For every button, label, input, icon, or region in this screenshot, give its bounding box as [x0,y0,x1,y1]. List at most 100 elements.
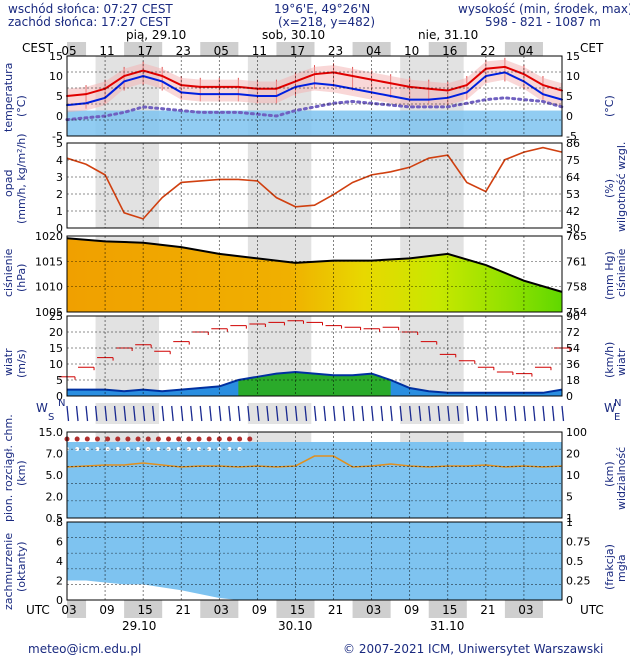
bottom-hour-label: 09 [252,603,267,617]
wind-dir-arrow [161,405,165,422]
cloud-cover-tick-left: 0 [56,594,63,607]
wind-dir-arrow [304,405,308,422]
wind-dir-arrow [523,405,527,422]
temp-below-zero-fill [67,110,562,136]
pressure-mmhg-tick-right: 765 [566,230,587,243]
cet-label-right: CET [580,41,604,55]
hour-header-block [67,42,87,56]
precip-tick-left: 1 [56,205,63,218]
wind-dir-arrow [237,405,241,422]
top-hour-label: 05 [214,44,229,58]
visibility-line [66,455,563,468]
bottom-hour-label: 15 [290,603,305,617]
cloud-base-tick-left: 2.0 [46,491,64,504]
wind-dir-arrow [113,405,117,422]
wind-kmh-tick-right: 54 [566,342,580,355]
cloud-base-dot [74,436,80,442]
bottom-hour-label: 09 [99,603,114,617]
temp-tick-left: -5 [52,130,63,143]
humidity-tick-right: 64 [566,171,580,184]
wind-tick-left: 20 [49,326,63,339]
wind-tick-left: 25 [49,310,63,323]
day-label-1: pią, 29.10 [126,28,187,42]
cloud-base-dot [196,436,202,442]
bottom-hour-label: 03 [61,603,76,617]
pressure-area [67,238,562,312]
fog-tick-right: 0.25 [566,575,591,588]
altitude-title: wysokość (min, środek, max) [458,2,630,16]
vis-unit-left: (km) [15,460,28,486]
temp-unit-right: (°C) [603,95,616,117]
wind-dir-arrow [285,405,289,422]
winddir-n-left: N [58,398,65,409]
top-hour-label: 16 [442,44,457,58]
wind-dir-arrow [209,405,212,422]
cest-label-left: CEST [22,41,53,55]
cloud-base-dot [94,436,100,442]
precip-label-right: wilgotność wzgl. [615,141,628,232]
wind-label-left: wiatr [2,348,15,376]
top-hour-label: 22 [480,44,495,58]
wind-dir-arrow [190,405,193,422]
fog-tick-right: 0.5 [566,555,584,568]
pressure-mmhg-tick-right: 758 [566,281,587,294]
wind-dir-arrow [332,405,336,422]
wind-dir-arrow [256,405,260,422]
visibility-frame [66,431,563,519]
hour-header-block [276,600,315,618]
winddir-w-right: W [604,401,616,415]
wind-dir-arrow [475,405,479,422]
cloud-base-dot [145,436,151,442]
date-label-3: 31.10 [430,619,465,633]
winddir-s-left: S [48,412,54,423]
wind-dir-arrow [513,405,517,422]
cloud-base-dot [176,436,182,442]
humidity-tick-right: 30 [566,222,580,235]
hour-header-block [428,600,467,618]
wind-dir-arrow [152,405,155,422]
wind-dir-arrow [447,405,450,422]
wind-dir-arrow [551,405,555,422]
wind-dir-arrow [218,405,222,422]
cloud-base-dot [216,436,222,442]
date-label-2: 30.10 [278,619,313,633]
visibility-fill [67,442,562,518]
wind-day-band [400,316,464,396]
visibility-tick-right: 20 [566,448,580,461]
visibility-tick-right: 10 [566,469,580,482]
footer-email[interactable]: meteo@icm.edu.pl [28,642,142,656]
humidity-tick-right: 53 [566,188,580,201]
top-hour-label: 11 [252,44,267,58]
wind-kmh-tick-right: 90 [566,310,580,323]
wind-label-right: wiatr [615,348,628,376]
precip-tick-left: 0 [56,222,63,235]
date-label-1: 29.10 [122,619,157,633]
bottom-hour-label: 09 [404,603,419,617]
precip-tick-left: 2 [56,188,63,201]
cloud-base-dot-white [75,447,80,451]
wind-speed-line [67,370,563,394]
wind-day-band [95,316,160,396]
bottom-hour-label: 03 [518,603,533,617]
wind-dir-arrow [199,405,203,422]
wind-tick-left: 10 [49,358,63,371]
wind-dir-arrow [123,405,127,422]
humidity-tick-right: 42 [566,205,580,218]
bottom-hour-label: 21 [480,603,495,617]
top-hour-label: 23 [176,44,191,58]
wind-tick-left: 15 [49,342,63,355]
day-label-3: nie, 31.10 [418,28,479,42]
precip-tick-left: 5 [56,137,63,150]
precip-unit-left: (mm/h, kg/m²/h) [15,133,28,224]
cloud-base-dot [115,436,121,442]
wind-dir-arrow [247,405,251,422]
wind-dir-arrow [294,405,298,422]
wind-dir-arrow [561,405,565,422]
cloud-base-dot-white [176,447,181,451]
cloud-base-dot-white [136,447,141,451]
cloud-base-dot [226,436,232,442]
hour-header-block [200,600,239,618]
cloud-label-right: mgła [615,554,628,582]
top-hour-label: 17 [290,44,305,58]
